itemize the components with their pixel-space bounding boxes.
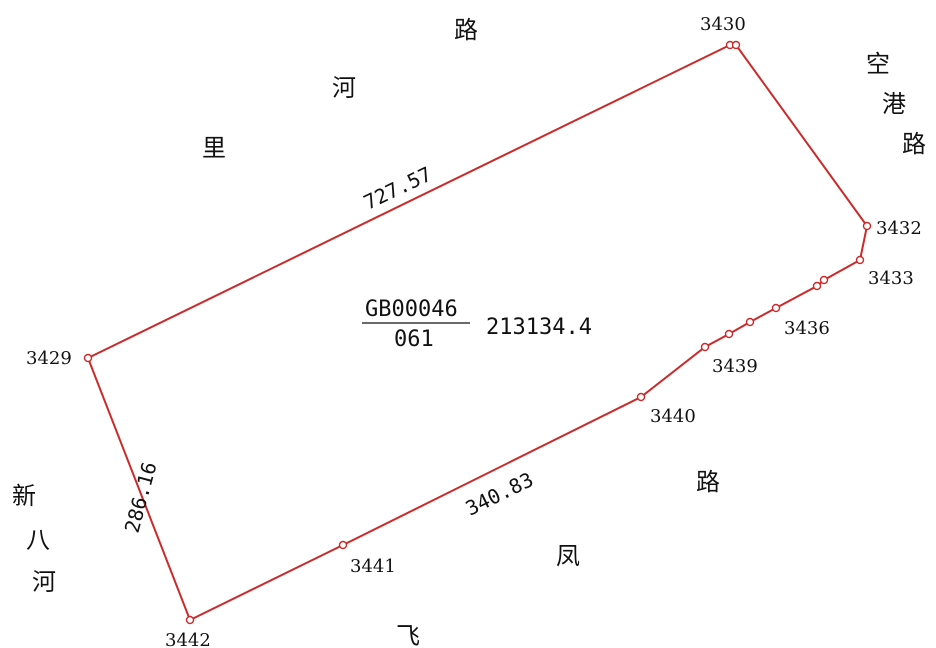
road-lihe-char-1: 路 [454, 16, 478, 44]
road-konggang-char-1: 空 [866, 50, 890, 78]
parcel-code-top: GB00046 [365, 297, 458, 322]
parcel-code-bottom: 061 [394, 327, 434, 352]
vertex-3440[interactable] [636, 392, 646, 402]
parcel-boundary[interactable] [86, 44, 869, 622]
vertex-3434[interactable] [819, 275, 829, 285]
parcel-area: 213134.4 [486, 315, 592, 340]
boundary-vertices [83, 40, 872, 625]
road-xinbahe-char-1: 新 [12, 482, 36, 510]
vertex-3436[interactable] [771, 303, 781, 313]
road-xinbahe-char-2: 八 [26, 526, 50, 554]
road-lihe: 路 河 里 [202, 16, 478, 162]
parcel-annotation: GB00046 061 213134.4 [362, 297, 592, 352]
label-3429: 3429 [26, 348, 72, 369]
point-labels: 3429 3430 3432 3433 3436 3439 3440 3441 … [26, 14, 922, 648]
vertex-3429[interactable] [83, 353, 93, 363]
label-3432: 3432 [876, 218, 922, 239]
vertex-3441[interactable] [338, 540, 348, 550]
road-konggang-char-2: 港 [882, 90, 906, 118]
label-3430: 3430 [700, 14, 746, 35]
label-3442: 3442 [165, 630, 211, 648]
road-lihe-char-2: 河 [332, 74, 356, 102]
road-konggang-char-3: 路 [902, 130, 926, 158]
vertex-3430-b[interactable] [731, 40, 741, 50]
edge-length-south: 340.83 [462, 467, 537, 520]
road-feifeng-char-1: 路 [696, 468, 720, 496]
vertex-3432[interactable] [862, 221, 872, 231]
label-3441: 3441 [350, 556, 396, 577]
vertex-3437[interactable] [745, 317, 755, 327]
vertex-3442[interactable] [185, 615, 195, 625]
road-xinbahe-char-3: 河 [32, 568, 56, 596]
edge-length-west: 286.16 [120, 459, 162, 535]
label-3440: 3440 [650, 406, 696, 427]
label-3433: 3433 [868, 268, 914, 289]
road-feifeng-char-3: 飞 [396, 622, 420, 648]
road-xinbahe: 新 八 河 [12, 482, 56, 596]
label-3436: 3436 [784, 318, 830, 339]
road-feifeng: 路 凤 飞 [396, 468, 720, 648]
vertex-3433[interactable] [855, 255, 865, 265]
road-lihe-char-3: 里 [202, 134, 226, 162]
label-3439: 3439 [712, 356, 758, 377]
vertex-3439[interactable] [700, 342, 710, 352]
road-feifeng-char-2: 凤 [556, 542, 580, 570]
road-konggang: 空 港 路 [866, 50, 926, 158]
vertex-3438[interactable] [724, 329, 734, 339]
vertex-3435[interactable] [812, 281, 822, 291]
